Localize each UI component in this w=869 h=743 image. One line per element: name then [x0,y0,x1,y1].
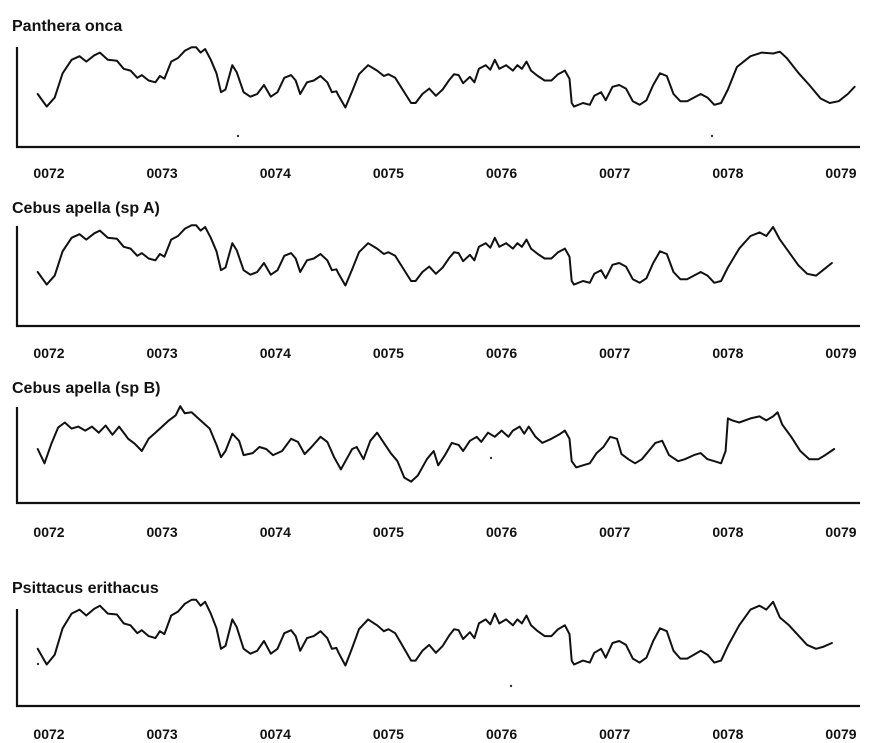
x-tick-label: 0078 [712,726,743,742]
x-tick-label: 0073 [147,165,178,181]
series-line [36,598,833,667]
panel-title: Psittacus erithacus [12,580,159,597]
x-tick-label: 0072 [33,165,64,181]
x-tick-label: 0074 [260,345,291,361]
x-tick-label: 0075 [373,726,404,742]
x-tick-label: 0074 [260,165,291,181]
x-tick-label: 0076 [486,524,517,540]
x-tick-label: 0076 [486,726,517,742]
x-tick-label: 0074 [260,524,291,540]
series-line [36,46,856,109]
panel-cebus-apella-sp-b: Cebus apella (sp B) 0072 0073 0074 0075 0076… [12,380,860,540]
x-tick-label: 0073 [147,524,178,540]
x-tick-label: 0072 [33,524,64,540]
speck [36,662,40,666]
x-tick-label: 0072 [33,726,64,742]
x-tick-label: 0079 [825,726,856,742]
panel-title: Cebus apella (sp B) [12,380,160,397]
panel-psittacus-erithacus: Psittacus erithacus 0072 0073 0074 0075 0076… [12,580,860,742]
x-tick-label: 0077 [599,524,630,540]
speck [236,134,240,138]
series-line [36,224,833,287]
panel-title: Cebus apella (sp A) [12,200,160,217]
x-tick-label: 0078 [712,524,743,540]
x-tick-label: 0077 [599,726,630,742]
x-tick-label: 0077 [599,165,630,181]
x-tick-label: 0073 [147,726,178,742]
x-tick-label: 0077 [599,345,630,361]
x-tick-label: 0079 [825,165,856,181]
axis-line [15,47,860,149]
x-tick-label: 0075 [373,165,404,181]
axis-line [15,226,860,328]
axis-line [15,407,860,505]
x-tick-label: 0073 [147,345,178,361]
x-tick-label: 0075 [373,345,404,361]
axis-line [15,609,860,708]
x-tick-label: 0079 [825,345,856,361]
panel-title: Panthera onca [12,18,122,35]
speck [489,456,493,460]
panel-cebus-apella-sp-a: Cebus apella (sp A) 0072 0073 0074 0075 0076… [12,200,860,361]
x-tick-label: 0076 [486,165,517,181]
series-line [36,405,836,483]
x-tick-label: 0072 [33,345,64,361]
x-tick-label: 0078 [712,345,743,361]
x-tick-label: 0075 [373,524,404,540]
speck [509,684,513,688]
speck [710,134,714,138]
x-tick-label: 0079 [825,524,856,540]
x-tick-label: 0078 [712,165,743,181]
x-tick-label: 0074 [260,726,291,742]
x-tick-label: 0076 [486,345,517,361]
panel-panthera-onca: Panthera onca 0072 0073 0074 0075 0076 0077 00… [12,18,860,181]
